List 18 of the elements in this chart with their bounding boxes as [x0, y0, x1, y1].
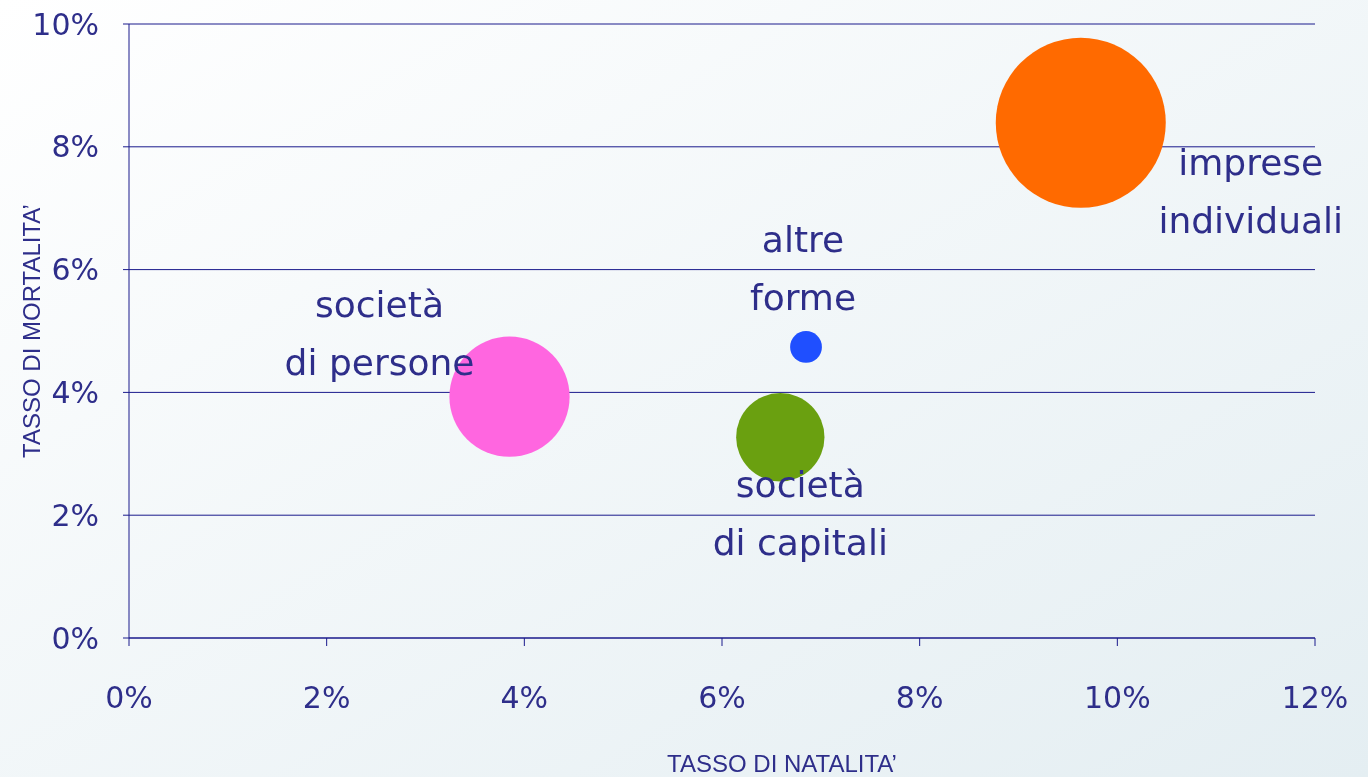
x-tick-label: 8% — [895, 680, 944, 715]
x-tick-label: 4% — [500, 680, 549, 715]
y-tick-label: 0% — [51, 620, 99, 656]
y-tick-label: 4% — [51, 374, 99, 410]
y-tick-label: 8% — [51, 129, 99, 165]
y-tick-label: 6% — [51, 252, 99, 288]
x-tick-label: 10% — [1083, 680, 1151, 715]
y-tick-label: 10% — [32, 6, 99, 42]
y-axis-title: TASSO DI MORTALITA’ — [18, 204, 45, 458]
x-tick-label: 12% — [1281, 680, 1349, 715]
x-axis-title: TASSO DI NATALITA’ — [667, 750, 897, 777]
series-label: imprese individuali — [1158, 141, 1344, 241]
x-tick-label: 6% — [698, 680, 746, 715]
series-label: altre forme — [749, 218, 857, 318]
x-tick-label: 0% — [105, 680, 153, 715]
series-label: società di capitali — [712, 464, 888, 564]
x-tick-label: 2% — [302, 680, 351, 715]
y-tick-label: 2% — [51, 497, 99, 533]
